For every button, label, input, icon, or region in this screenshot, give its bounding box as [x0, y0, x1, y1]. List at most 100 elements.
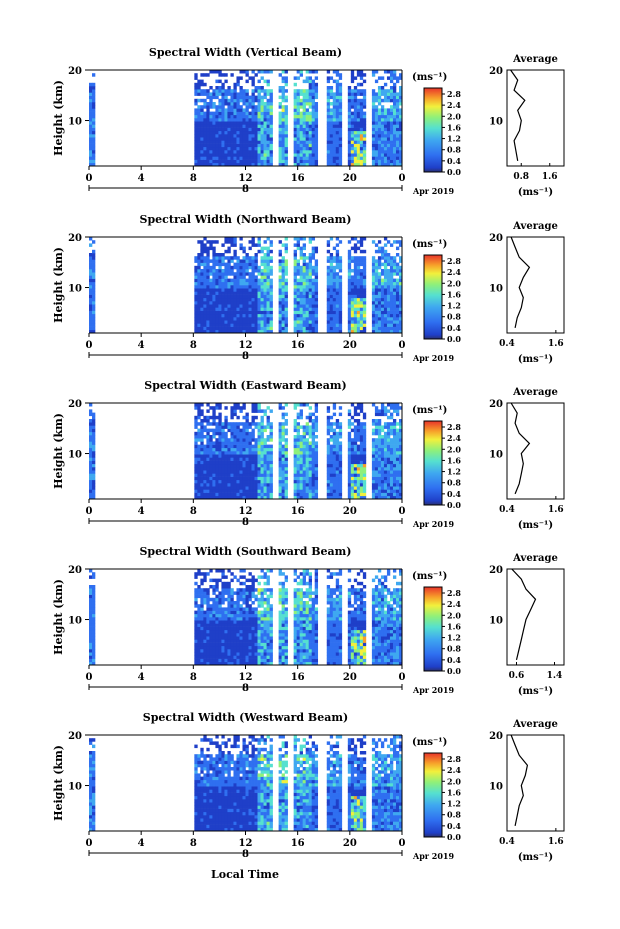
heatmap-cell [242, 483, 246, 487]
heatmap-cell [269, 98, 273, 103]
heatmap-cell [203, 425, 207, 429]
heatmap-cell [329, 492, 334, 497]
heatmap-cell [332, 140, 337, 144]
heatmap-cell [362, 275, 367, 279]
heatmap-cell [311, 146, 316, 151]
heatmap-cell [251, 492, 255, 497]
heatmap-cell [206, 288, 210, 292]
heatmap-cell [392, 156, 397, 160]
panel-title: Spectral Width (Southward Beam) [139, 545, 351, 558]
heatmap-cell [347, 323, 352, 327]
heatmap-cell [338, 301, 343, 305]
heatmap-cell [230, 134, 234, 138]
heatmap-cell [308, 253, 313, 257]
heatmap-cell [227, 313, 231, 318]
heatmap-cell [350, 79, 355, 84]
heatmap-cell [215, 460, 219, 465]
heatmap-cell [239, 473, 243, 477]
heatmap-cell [278, 156, 282, 160]
heatmap-cell [380, 143, 385, 148]
heatmap-cell [269, 428, 273, 433]
heatmap-cell [299, 253, 303, 257]
heatmap-cell [359, 288, 364, 292]
heatmap-cell [359, 240, 364, 244]
heatmap-cell [233, 307, 237, 311]
heatmap-cell [362, 326, 367, 331]
heatmap-cell [353, 89, 358, 93]
heatmap-cell [203, 92, 207, 96]
heatmap-cell [194, 479, 198, 484]
heatmap-cell [281, 415, 285, 420]
heatmap-cell [305, 297, 309, 302]
heatmap-cell [350, 317, 355, 321]
heatmap-cell [92, 419, 96, 423]
heatmap-cell [89, 159, 93, 164]
heatmap-cell [257, 243, 261, 247]
heatmap-cell [260, 467, 264, 471]
heatmap-cell [260, 310, 264, 315]
heatmap-cell [260, 304, 264, 308]
heatmap-cell [374, 92, 379, 96]
heatmap-cell [263, 124, 267, 128]
heatmap-cell [377, 297, 382, 302]
heatmap-cell [293, 150, 297, 154]
heatmap-cell [302, 431, 306, 436]
heatmap-cell [371, 259, 376, 263]
heatmap-cell [254, 146, 258, 151]
heatmap-cell [398, 259, 403, 263]
heatmap-cell [299, 294, 303, 299]
heatmap-cell [260, 108, 264, 112]
heatmap-cell [230, 98, 234, 103]
heatmap-cell [332, 130, 337, 135]
heatmap-cell [383, 111, 388, 116]
heatmap-cell [338, 489, 343, 493]
heatmap-cell [200, 294, 204, 299]
heatmap-cell [92, 591, 96, 595]
heatmap-cell [206, 153, 210, 157]
heatmap-cell [212, 265, 216, 270]
heatmap-cell [269, 259, 273, 263]
heatmap-cell [329, 470, 334, 474]
heatmap-cell [362, 111, 367, 116]
heatmap-cell [281, 301, 285, 305]
heatmap-cell [284, 431, 288, 436]
heatmap-cell [299, 317, 303, 321]
heatmap-cell [302, 159, 306, 164]
heatmap-cell [236, 92, 240, 96]
heatmap-cell [359, 89, 364, 93]
heatmap-cell [206, 428, 210, 433]
heatmap-cell [269, 307, 273, 311]
heatmap-cell [251, 118, 255, 122]
heatmap-cell [233, 313, 237, 318]
heatmap-cell [395, 114, 400, 119]
heatmap-cell [377, 291, 382, 295]
heatmap-cell [383, 82, 388, 87]
heatmap-cell [257, 159, 261, 164]
heatmap-cell [245, 304, 249, 308]
heatmap-cell [257, 127, 261, 132]
heatmap-cell [254, 153, 258, 157]
heatmap-cell [242, 489, 246, 493]
heatmap-cell [356, 156, 361, 160]
heatmap-cell [353, 153, 358, 157]
heatmap-cell [266, 463, 270, 468]
heatmap-cell [194, 473, 198, 477]
heatmap-cell [395, 118, 400, 122]
heatmap-cell [386, 310, 391, 315]
heatmap-cell [215, 467, 219, 471]
heatmap-cell [89, 444, 93, 449]
heatmap-cell [248, 473, 252, 477]
heatmap-cell [380, 454, 385, 458]
heatmap-cell [311, 495, 316, 500]
heatmap-cell [209, 661, 213, 666]
heatmap-cell [389, 320, 394, 324]
heatmap-cell [203, 297, 207, 302]
heatmap-cell [266, 79, 270, 84]
heatmap-cell [281, 137, 285, 141]
heatmap-cell [350, 124, 355, 128]
average-profile-line [510, 69, 526, 162]
heatmap-cell [326, 127, 331, 132]
heatmap-cell [377, 323, 382, 327]
heatmap-cell [92, 89, 96, 93]
heatmap-cell [269, 451, 273, 455]
